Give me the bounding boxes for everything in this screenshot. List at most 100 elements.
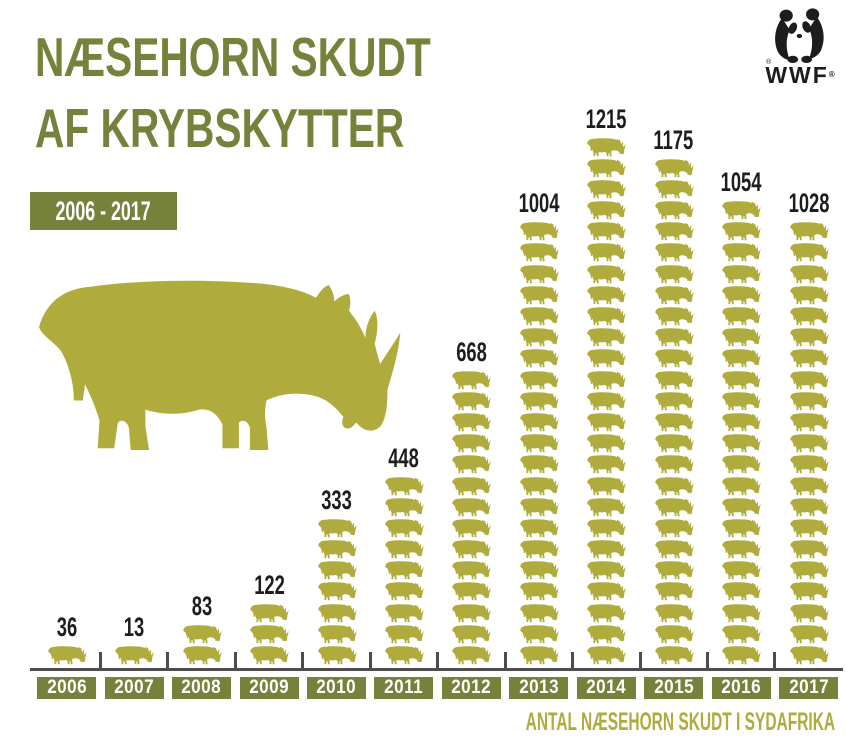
- year-label-text: 2008: [181, 677, 222, 698]
- value-label: 122: [253, 569, 285, 600]
- rhino-icon: [789, 349, 829, 368]
- icon-stack: [721, 201, 761, 665]
- rhino-icon: [452, 625, 492, 644]
- rhino-icon: [654, 243, 694, 262]
- rhino-icon: [789, 370, 829, 389]
- rhino-icon: [520, 413, 559, 432]
- rhino-icon: [385, 497, 424, 516]
- year-label-text: 2017: [788, 677, 829, 698]
- rhino-icon: [452, 561, 492, 580]
- rhino-icon: [654, 158, 694, 177]
- year-label-2015: 2015: [644, 677, 704, 699]
- year-column-2012: 668: [438, 0, 505, 665]
- rhino-icon: [722, 201, 761, 220]
- axis-tick: [233, 652, 237, 668]
- rhino-icon: [722, 413, 761, 432]
- rhino-icon: [789, 540, 829, 559]
- rhino-icon: [520, 264, 559, 283]
- rhino-icon: [520, 434, 559, 453]
- rhino-icon: [250, 646, 289, 665]
- rhino-icon: [520, 625, 559, 644]
- value-label: 13: [123, 612, 145, 642]
- rhino-icon: [587, 243, 626, 262]
- axis-tick: [98, 652, 102, 668]
- year-label-2014: 2014: [576, 677, 636, 699]
- rhino-icon: [452, 476, 492, 495]
- rhino-icon: [789, 222, 829, 241]
- panda-icon: ®: [766, 8, 830, 66]
- period-badge: 2006 - 2017: [30, 192, 177, 230]
- rhino-icon: [587, 455, 626, 474]
- rhino-icon: [520, 540, 559, 559]
- rhino-icon: [520, 561, 559, 580]
- rhino-icon: [587, 158, 626, 177]
- year-column-2014: 1215: [573, 0, 640, 665]
- icon-stack: [317, 519, 357, 665]
- rhino-icon: [722, 603, 761, 622]
- rhino-icon: [520, 497, 559, 516]
- rhino-icon: [722, 370, 761, 389]
- rhino-icon: [520, 328, 559, 347]
- rhino-icon: [452, 413, 492, 432]
- rhino-icon: [452, 540, 492, 559]
- year-label-2006: 2006: [37, 677, 97, 699]
- rhino-icon: [587, 646, 626, 665]
- icon-stack: [789, 222, 829, 665]
- rhino-icon: [520, 519, 559, 538]
- rhino-icon: [722, 349, 761, 368]
- chart-caption: ANTAL NÆSEHORN SKUDT I SYDAFRIKA: [525, 708, 835, 736]
- rhino-icon: [385, 625, 424, 644]
- year-label-2017: 2017: [779, 677, 839, 699]
- rhino-icon: [722, 476, 761, 495]
- rhino-icon: [789, 497, 829, 516]
- rhino-icon: [789, 455, 829, 474]
- rhino-icon: [722, 540, 761, 559]
- year-label-2007: 2007: [104, 677, 164, 699]
- rhino-icon: [587, 328, 626, 347]
- rhino-icon: [587, 349, 626, 368]
- rhino-icon: [654, 540, 694, 559]
- rhino-icon: [317, 540, 357, 559]
- rhino-icon: [587, 582, 626, 601]
- period-badge-label: 2006 - 2017: [55, 195, 152, 226]
- axis-tick: [638, 652, 642, 668]
- rhino-icon: [317, 625, 357, 644]
- rhino-icon: [722, 625, 761, 644]
- icon-stack: [114, 646, 154, 665]
- icon-stack: [519, 222, 559, 665]
- rhino-icon: [722, 286, 761, 305]
- rhino-icon: [789, 519, 829, 538]
- axis-tick: [436, 652, 440, 668]
- rhino-icon: [385, 476, 424, 495]
- rhino-icon: [385, 540, 424, 559]
- rhino-icon: [520, 646, 559, 665]
- rhino-icon: [520, 392, 559, 411]
- rhino-icon: [587, 519, 626, 538]
- rhino-icon: [317, 603, 357, 622]
- year-column-2008: 83: [168, 0, 235, 665]
- year-column-2007: 13: [100, 0, 167, 665]
- year-column-2011: 448: [370, 0, 437, 665]
- rhino-icon: [654, 582, 694, 601]
- rhino-icon: [789, 264, 829, 283]
- title-line-2: AF KRYBSKYTTER: [35, 97, 405, 159]
- year-column-2006: 36: [33, 0, 100, 665]
- rhino-icon: [722, 646, 761, 665]
- value-label: 448: [388, 442, 420, 473]
- year-label-2008: 2008: [172, 677, 232, 699]
- rhino-icon: [452, 392, 492, 411]
- rhino-icon: [722, 328, 761, 347]
- registered-mark-icon: ®: [766, 59, 772, 66]
- rhino-icon: [789, 286, 829, 305]
- rhino-icon: [520, 582, 559, 601]
- rhino-icon: [654, 476, 694, 495]
- value-label: 333: [321, 484, 352, 515]
- rhino-icon: [789, 434, 829, 453]
- rhino-icon: [250, 625, 289, 644]
- value-label: 1028: [788, 188, 830, 219]
- axis-tick: [166, 652, 170, 668]
- icon-stack: [47, 646, 87, 665]
- rhino-icon: [587, 137, 626, 156]
